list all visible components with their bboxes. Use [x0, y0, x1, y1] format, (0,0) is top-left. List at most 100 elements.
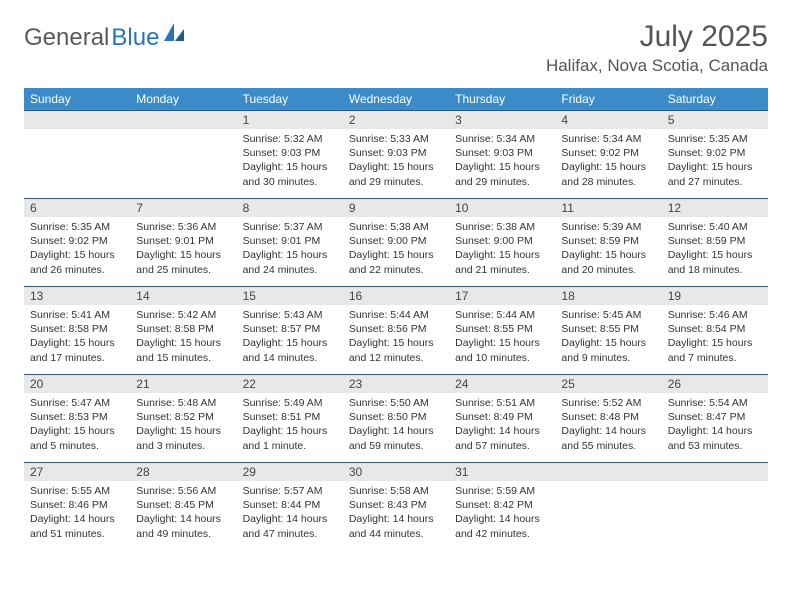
- day-details: Sunrise: 5:48 AMSunset: 8:52 PMDaylight:…: [130, 393, 236, 459]
- daylight-text-2: and 10 minutes.: [455, 351, 549, 365]
- day-details: Sunrise: 5:55 AMSunset: 8:46 PMDaylight:…: [24, 481, 130, 547]
- day-details: Sunrise: 5:38 AMSunset: 9:00 PMDaylight:…: [449, 217, 555, 283]
- calendar-cell: 13Sunrise: 5:41 AMSunset: 8:58 PMDayligh…: [24, 286, 130, 374]
- calendar-cell: 21Sunrise: 5:48 AMSunset: 8:52 PMDayligh…: [130, 374, 236, 462]
- sunrise-text: Sunrise: 5:39 AM: [561, 220, 655, 234]
- calendar-week-row: 27Sunrise: 5:55 AMSunset: 8:46 PMDayligh…: [24, 462, 768, 550]
- sunset-text: Sunset: 9:01 PM: [243, 234, 337, 248]
- day-details: Sunrise: 5:45 AMSunset: 8:55 PMDaylight:…: [555, 305, 661, 371]
- sunset-text: Sunset: 8:53 PM: [30, 410, 124, 424]
- daylight-text-2: and 17 minutes.: [30, 351, 124, 365]
- calendar-cell: 12Sunrise: 5:40 AMSunset: 8:59 PMDayligh…: [662, 198, 768, 286]
- day-number: 17: [449, 286, 555, 305]
- daylight-text-2: and 24 minutes.: [243, 263, 337, 277]
- sunset-text: Sunset: 8:52 PM: [136, 410, 230, 424]
- day-header-row: Sunday Monday Tuesday Wednesday Thursday…: [24, 88, 768, 110]
- daylight-text-1: Daylight: 14 hours: [243, 512, 337, 526]
- sunrise-text: Sunrise: 5:36 AM: [136, 220, 230, 234]
- daylight-text-1: Daylight: 15 hours: [136, 248, 230, 262]
- daylight-text-1: Daylight: 15 hours: [30, 336, 124, 350]
- calendar-cell: 6Sunrise: 5:35 AMSunset: 9:02 PMDaylight…: [24, 198, 130, 286]
- day-details: Sunrise: 5:47 AMSunset: 8:53 PMDaylight:…: [24, 393, 130, 459]
- day-number: 26: [662, 374, 768, 393]
- daylight-text-1: Daylight: 15 hours: [455, 160, 549, 174]
- sunset-text: Sunset: 8:59 PM: [561, 234, 655, 248]
- sunset-text: Sunset: 9:03 PM: [455, 146, 549, 160]
- title-block: July 2025 Halifax, Nova Scotia, Canada: [546, 20, 768, 76]
- calendar-table: Sunday Monday Tuesday Wednesday Thursday…: [24, 88, 768, 550]
- calendar-cell: 1Sunrise: 5:32 AMSunset: 9:03 PMDaylight…: [237, 110, 343, 198]
- day-header: Tuesday: [237, 88, 343, 110]
- sunrise-text: Sunrise: 5:50 AM: [349, 396, 443, 410]
- calendar-cell: 4Sunrise: 5:34 AMSunset: 9:02 PMDaylight…: [555, 110, 661, 198]
- brand-text-1: General: [24, 24, 109, 52]
- day-details: Sunrise: 5:34 AMSunset: 9:03 PMDaylight:…: [449, 129, 555, 195]
- day-number: 28: [130, 462, 236, 481]
- sunrise-text: Sunrise: 5:51 AM: [455, 396, 549, 410]
- day-number: 20: [24, 374, 130, 393]
- daylight-text-1: Daylight: 15 hours: [136, 424, 230, 438]
- day-number: 24: [449, 374, 555, 393]
- daylight-text-2: and 15 minutes.: [136, 351, 230, 365]
- sunrise-text: Sunrise: 5:43 AM: [243, 308, 337, 322]
- daylight-text-1: Daylight: 15 hours: [30, 424, 124, 438]
- sunset-text: Sunset: 8:55 PM: [561, 322, 655, 336]
- daylight-text-1: Daylight: 15 hours: [668, 248, 762, 262]
- calendar-cell: 7Sunrise: 5:36 AMSunset: 9:01 PMDaylight…: [130, 198, 236, 286]
- daylight-text-1: Daylight: 14 hours: [668, 424, 762, 438]
- calendar-cell: 26Sunrise: 5:54 AMSunset: 8:47 PMDayligh…: [662, 374, 768, 462]
- daylight-text-2: and 22 minutes.: [349, 263, 443, 277]
- sunrise-text: Sunrise: 5:58 AM: [349, 484, 443, 498]
- sunrise-text: Sunrise: 5:49 AM: [243, 396, 337, 410]
- calendar-cell: 29Sunrise: 5:57 AMSunset: 8:44 PMDayligh…: [237, 462, 343, 550]
- sunset-text: Sunset: 8:58 PM: [30, 322, 124, 336]
- day-details: Sunrise: 5:36 AMSunset: 9:01 PMDaylight:…: [130, 217, 236, 283]
- sunset-text: Sunset: 8:50 PM: [349, 410, 443, 424]
- day-details: Sunrise: 5:35 AMSunset: 9:02 PMDaylight:…: [662, 129, 768, 195]
- sunset-text: Sunset: 8:44 PM: [243, 498, 337, 512]
- daylight-text-1: Daylight: 15 hours: [243, 248, 337, 262]
- day-header: Monday: [130, 88, 236, 110]
- calendar-cell: 31Sunrise: 5:59 AMSunset: 8:42 PMDayligh…: [449, 462, 555, 550]
- day-number: 13: [24, 286, 130, 305]
- calendar-cell: 20Sunrise: 5:47 AMSunset: 8:53 PMDayligh…: [24, 374, 130, 462]
- day-details: Sunrise: 5:59 AMSunset: 8:42 PMDaylight:…: [449, 481, 555, 547]
- sunset-text: Sunset: 8:42 PM: [455, 498, 549, 512]
- day-details: Sunrise: 5:46 AMSunset: 8:54 PMDaylight:…: [662, 305, 768, 371]
- day-number: 23: [343, 374, 449, 393]
- day-number: 10: [449, 198, 555, 217]
- day-number-empty: [24, 110, 130, 129]
- calendar-cell: 25Sunrise: 5:52 AMSunset: 8:48 PMDayligh…: [555, 374, 661, 462]
- sunrise-text: Sunrise: 5:34 AM: [455, 132, 549, 146]
- sunrise-text: Sunrise: 5:59 AM: [455, 484, 549, 498]
- day-details: Sunrise: 5:39 AMSunset: 8:59 PMDaylight:…: [555, 217, 661, 283]
- daylight-text-1: Daylight: 14 hours: [30, 512, 124, 526]
- day-header: Thursday: [449, 88, 555, 110]
- day-details: Sunrise: 5:58 AMSunset: 8:43 PMDaylight:…: [343, 481, 449, 547]
- calendar-cell: 17Sunrise: 5:44 AMSunset: 8:55 PMDayligh…: [449, 286, 555, 374]
- sunset-text: Sunset: 8:45 PM: [136, 498, 230, 512]
- daylight-text-2: and 47 minutes.: [243, 527, 337, 541]
- sunrise-text: Sunrise: 5:47 AM: [30, 396, 124, 410]
- calendar-week-row: 1Sunrise: 5:32 AMSunset: 9:03 PMDaylight…: [24, 110, 768, 198]
- daylight-text-2: and 28 minutes.: [561, 175, 655, 189]
- daylight-text-2: and 29 minutes.: [455, 175, 549, 189]
- daylight-text-1: Daylight: 15 hours: [668, 160, 762, 174]
- daylight-text-2: and 21 minutes.: [455, 263, 549, 277]
- day-number: 11: [555, 198, 661, 217]
- day-header: Saturday: [662, 88, 768, 110]
- daylight-text-1: Daylight: 15 hours: [561, 248, 655, 262]
- daylight-text-2: and 55 minutes.: [561, 439, 655, 453]
- sunset-text: Sunset: 8:51 PM: [243, 410, 337, 424]
- calendar-cell: 5Sunrise: 5:35 AMSunset: 9:02 PMDaylight…: [662, 110, 768, 198]
- daylight-text-2: and 53 minutes.: [668, 439, 762, 453]
- daylight-text-2: and 20 minutes.: [561, 263, 655, 277]
- calendar-cell: 22Sunrise: 5:49 AMSunset: 8:51 PMDayligh…: [237, 374, 343, 462]
- daylight-text-2: and 51 minutes.: [30, 527, 124, 541]
- calendar-week-row: 20Sunrise: 5:47 AMSunset: 8:53 PMDayligh…: [24, 374, 768, 462]
- sunrise-text: Sunrise: 5:34 AM: [561, 132, 655, 146]
- day-number: 2: [343, 110, 449, 129]
- calendar-cell: 14Sunrise: 5:42 AMSunset: 8:58 PMDayligh…: [130, 286, 236, 374]
- daylight-text-1: Daylight: 15 hours: [243, 336, 337, 350]
- sunset-text: Sunset: 9:00 PM: [349, 234, 443, 248]
